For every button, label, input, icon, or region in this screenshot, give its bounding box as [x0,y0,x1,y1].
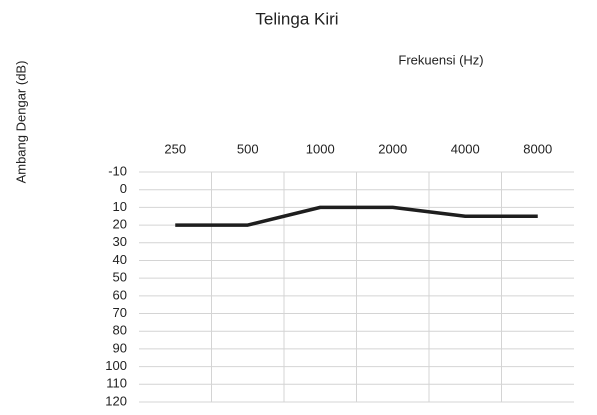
y-tick-label: 20 [113,217,127,232]
data-line [175,205,538,227]
chart-title: Telinga Kiri [255,9,338,28]
y-tick-label: 50 [113,270,127,285]
y-tick-label: 80 [113,323,127,338]
y-tick-label: 100 [105,358,127,373]
x-tick-label: 2000 [378,141,407,156]
x-tick-label: 250 [164,141,186,156]
y-tick-label: 60 [113,287,127,302]
y-tick-label: 0 [120,181,127,196]
y-tick-label: 30 [113,234,127,249]
y-axis-label: Ambang Dengar (dB) [13,61,28,184]
x-axis-label: Frekuensi (Hz) [398,52,483,67]
y-tick-label: 110 [106,376,127,391]
y-tick-label: 90 [113,340,127,355]
y-tick-label: 40 [113,252,127,267]
x-tick-label: 500 [237,141,259,156]
x-tick-label: 4000 [451,141,480,156]
y-tick-label: 10 [113,199,127,214]
y-tick-label: 120 [105,393,127,408]
x-tick-label: 1000 [306,141,335,156]
y-tick-label: 70 [113,305,127,320]
x-tick-label: 8000 [523,141,552,156]
y-tick-label: -10 [108,163,127,178]
